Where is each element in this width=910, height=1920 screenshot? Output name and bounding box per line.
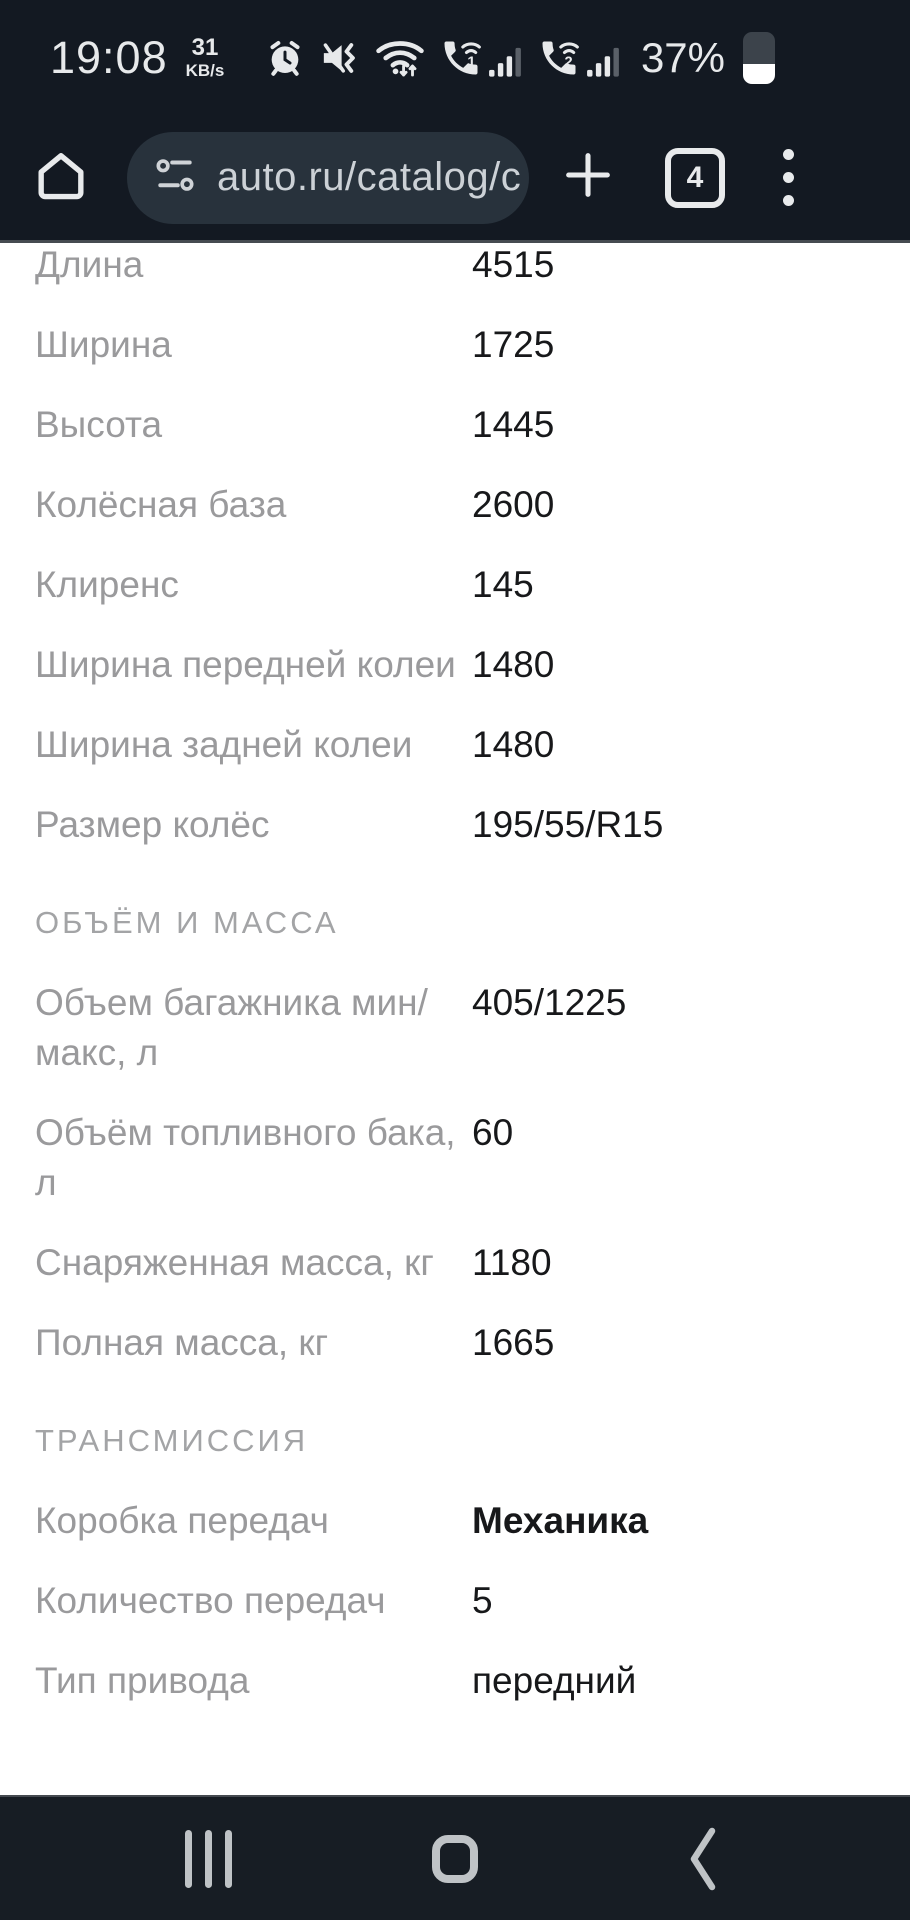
spec-value: 145 — [472, 564, 534, 605]
menu-icon[interactable] — [783, 149, 794, 206]
spec-label: Колёсная база — [35, 484, 287, 525]
spec-label: Количество передач — [35, 1580, 386, 1621]
call-sim1-icon: 1 — [439, 36, 483, 80]
recents-icon — [184, 1829, 232, 1888]
new-tab-button[interactable] — [559, 146, 617, 209]
status-bar: 19:08 31 KB/s — [0, 0, 910, 115]
spec-value: Механика — [472, 1500, 649, 1541]
table-row: Коробка передач Механика — [35, 1496, 875, 1546]
spec-section-dimensions: Длина 4515 Ширина 1725 Высота 1445 Колёс… — [35, 246, 875, 850]
section-header: ОБЪЁМ И МАССА — [35, 905, 339, 940]
spec-value: передний — [472, 1660, 637, 1701]
spec-section-volume-mass: ОБЪЁМ И МАССА Объем багажника мин/макс, … — [35, 898, 875, 1368]
battery-percent: 37% — [640, 33, 725, 81]
network-speed-unit: KB/s — [185, 61, 225, 80]
table-row: Ширина 1725 — [35, 320, 875, 370]
table-row: Объем багажника мин/макс, л 405/1225 — [35, 978, 875, 1078]
spec-label: Длина — [35, 246, 144, 285]
spec-value: 2600 — [472, 484, 555, 525]
sim2-status: 2 — [537, 36, 621, 80]
vibrate-mute-icon — [319, 38, 361, 78]
spec-section-transmission: ТРАНСМИССИЯ Коробка передач Механика Кол… — [35, 1416, 875, 1706]
clock: 19:08 — [50, 31, 168, 83]
section-header: ТРАНСМИССИЯ — [35, 1423, 309, 1458]
nav-home-button[interactable] — [425, 1814, 485, 1904]
table-row: Ширина передней колеи 1480 — [35, 640, 875, 690]
browser-toolbar: auto.ru/catalog/c 4 — [0, 115, 910, 243]
navigation-bar — [0, 1795, 910, 1920]
nav-back-button[interactable] — [672, 1814, 732, 1904]
spec-value: 5 — [472, 1580, 493, 1621]
spec-label: Полная масса, кг — [35, 1322, 329, 1363]
wifi-icon — [375, 36, 425, 80]
spec-value: 1445 — [472, 404, 555, 445]
sim1-status: 1 — [439, 36, 523, 80]
call-sim2-icon: 2 — [537, 36, 581, 80]
spec-label: Ширина — [35, 324, 172, 365]
table-row: Клиренс 145 — [35, 560, 875, 610]
table-row: Длина 4515 — [35, 246, 875, 290]
battery-icon — [743, 31, 775, 84]
site-controls-icon[interactable] — [153, 153, 197, 202]
spec-label: Ширина передней колеи — [35, 644, 456, 685]
spec-value: 1480 — [472, 724, 555, 765]
table-row: Объём топливного бака, л 60 — [35, 1108, 875, 1208]
signal-sim2-icon — [587, 36, 621, 80]
spec-label: Клиренс — [35, 564, 179, 605]
table-row: Тип привода передний — [35, 1656, 875, 1706]
spec-label: Ширина задней колеи — [35, 724, 413, 765]
url-text[interactable]: auto.ru/catalog/c — [217, 155, 522, 199]
home-squircle-icon — [432, 1834, 478, 1883]
signal-sim1-icon — [489, 36, 523, 80]
spec-label: Объём топливного бака, л — [35, 1112, 456, 1203]
tab-count: 4 — [686, 160, 704, 194]
status-right: 1 2 — [265, 31, 775, 84]
status-left: 19:08 31 KB/s — [50, 32, 224, 84]
spec-label: Снаряженная масса, кг — [35, 1242, 434, 1283]
spec-value: 1180 — [472, 1242, 552, 1283]
table-row: Высота 1445 — [35, 400, 875, 450]
table-row: Снаряженная масса, кг 1180 — [35, 1238, 875, 1288]
table-row: Ширина задней колеи 1480 — [35, 720, 875, 770]
spec-value: 405/1225 — [472, 982, 627, 1023]
browser-home-button[interactable] — [33, 147, 89, 208]
spec-label: Коробка передач — [35, 1500, 329, 1541]
spec-label: Тип привода — [35, 1660, 250, 1701]
table-row: Полная масса, кг 1665 — [35, 1318, 875, 1368]
url-bar[interactable]: auto.ru/catalog/c — [127, 131, 529, 224]
nav-recents-button[interactable] — [178, 1814, 238, 1904]
spec-value: 195/55/R15 — [472, 804, 664, 845]
spec-value: 1725 — [472, 324, 555, 365]
spec-label: Высота — [35, 404, 163, 445]
spec-value: 4515 — [472, 246, 555, 285]
spec-label: Размер колёс — [35, 804, 270, 845]
page-content: Длина 4515 Ширина 1725 Высота 1445 Колёс… — [0, 246, 910, 1795]
network-speed-indicator: 31 KB/s — [185, 34, 225, 80]
svg-text:1: 1 — [467, 54, 475, 70]
spec-value: 1665 — [472, 1322, 555, 1363]
table-row: Колёсная база 2600 — [35, 480, 875, 530]
svg-text:2: 2 — [564, 54, 572, 70]
back-chevron-icon — [690, 1827, 716, 1890]
table-row: Количество передач 5 — [35, 1576, 875, 1626]
alarm-icon — [265, 38, 305, 78]
spec-value: 1480 — [472, 644, 555, 685]
table-row: Размер колёс 195/55/R15 — [35, 800, 875, 850]
tab-switcher-button[interactable]: 4 — [665, 147, 725, 208]
spec-value: 60 — [472, 1112, 514, 1153]
network-speed-value: 31 — [191, 34, 219, 61]
spec-label: Объем багажника мин/макс, л — [35, 982, 428, 1073]
